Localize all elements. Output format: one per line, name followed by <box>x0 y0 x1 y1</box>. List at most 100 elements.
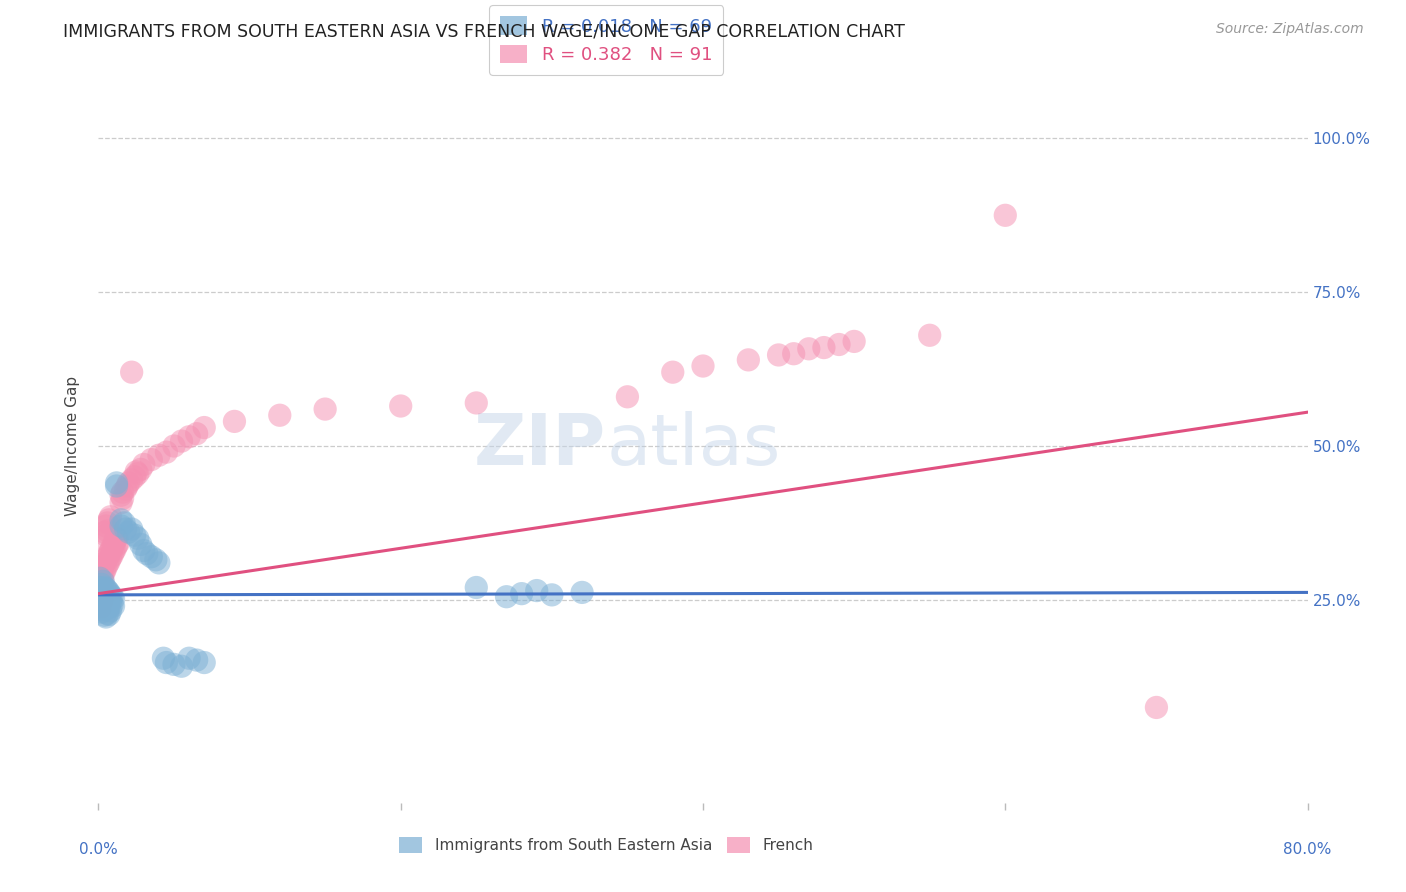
Point <box>96 599 118 613</box>
Point <box>186 653 208 667</box>
Point <box>129 537 152 551</box>
Point <box>100 588 122 602</box>
Point <box>101 598 124 612</box>
Point <box>994 208 1017 222</box>
Point <box>616 390 638 404</box>
Point <box>89 596 111 610</box>
Point <box>918 328 941 343</box>
Point <box>111 485 134 500</box>
Point <box>110 513 132 527</box>
Point <box>93 533 115 547</box>
Point <box>127 531 149 545</box>
Point <box>170 434 193 448</box>
Point <box>98 594 121 608</box>
Point <box>104 542 127 557</box>
Point <box>148 556 170 570</box>
Point <box>100 596 122 610</box>
Point <box>96 516 118 530</box>
Point <box>155 445 177 459</box>
Point <box>510 587 533 601</box>
Point <box>91 579 114 593</box>
Point <box>93 600 115 615</box>
Point <box>101 549 124 563</box>
Point <box>91 585 114 599</box>
Point <box>389 399 412 413</box>
Point <box>495 590 517 604</box>
Point <box>90 592 112 607</box>
Point <box>100 543 122 558</box>
Point <box>100 551 122 566</box>
Point <box>90 588 112 602</box>
Point <box>94 602 117 616</box>
Point <box>93 588 115 602</box>
Point <box>797 342 820 356</box>
Legend: Immigrants from South Eastern Asia, French: Immigrants from South Eastern Asia, Fren… <box>394 831 820 859</box>
Point <box>90 574 112 589</box>
Point <box>91 573 114 587</box>
Text: Source: ZipAtlas.com: Source: ZipAtlas.com <box>1216 22 1364 37</box>
Point <box>121 365 143 379</box>
Point <box>163 439 186 453</box>
Point <box>96 607 118 621</box>
Point <box>141 549 163 564</box>
Point <box>98 607 121 622</box>
Point <box>94 582 117 596</box>
Text: 80.0%: 80.0% <box>1284 842 1331 857</box>
Text: 0.0%: 0.0% <box>79 842 118 857</box>
Point <box>571 585 593 599</box>
Point <box>91 590 114 604</box>
Point <box>100 509 122 524</box>
Point <box>105 479 128 493</box>
Point <box>193 656 215 670</box>
Point <box>90 581 112 595</box>
Point <box>112 516 135 530</box>
Point <box>103 599 125 613</box>
Point <box>107 528 129 542</box>
Point <box>114 482 136 496</box>
Point <box>96 524 118 538</box>
Point <box>89 583 111 598</box>
Point <box>135 547 157 561</box>
Point <box>90 599 112 613</box>
Point <box>465 581 488 595</box>
Point <box>89 581 111 595</box>
Point <box>269 409 291 423</box>
Point <box>89 571 111 585</box>
Point <box>111 491 134 506</box>
Point <box>101 590 124 604</box>
Point <box>661 365 683 379</box>
Point <box>104 534 127 549</box>
Point <box>465 396 488 410</box>
Point <box>98 585 121 599</box>
Point <box>155 656 177 670</box>
Point <box>93 594 115 608</box>
Point <box>91 558 114 573</box>
Point <box>115 479 138 493</box>
Point <box>89 590 111 604</box>
Point <box>314 402 336 417</box>
Point <box>93 608 115 623</box>
Point <box>93 565 115 579</box>
Point <box>94 552 117 566</box>
Point <box>163 657 186 672</box>
Point <box>90 605 112 619</box>
Point <box>89 596 111 610</box>
Text: atlas: atlas <box>606 411 780 481</box>
Point <box>96 583 118 598</box>
Point <box>170 659 193 673</box>
Point <box>96 557 118 571</box>
Point <box>132 458 155 472</box>
Point <box>98 555 121 569</box>
Point <box>100 604 122 618</box>
Point <box>105 475 128 490</box>
Point <box>103 537 125 551</box>
Point <box>90 577 112 591</box>
Point <box>94 596 117 610</box>
Point <box>94 590 117 604</box>
Point <box>118 475 141 490</box>
Point <box>93 581 115 595</box>
Point <box>692 359 714 373</box>
Point <box>179 430 201 444</box>
Point <box>124 528 146 542</box>
Point <box>186 426 208 441</box>
